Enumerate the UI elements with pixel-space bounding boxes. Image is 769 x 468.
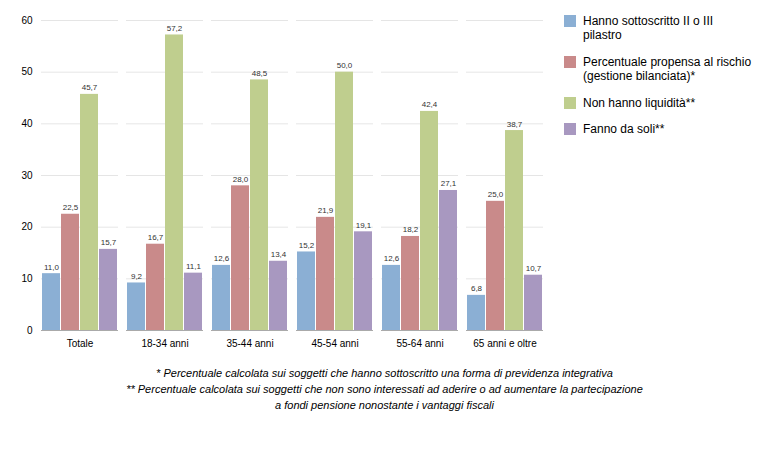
html-text:Percentuale propensa al rischi: Percentuale propensa al rischio (gestion… — [583, 54, 752, 84]
svg-text:40: 40 — [21, 118, 33, 129]
svg-text:50,0: 50,0 — [337, 61, 353, 70]
html-text:Fanno da soli**: Fanno da soli** — [583, 122, 665, 136]
html-text:Non hanno liquidità**: Non hanno liquidità** — [583, 95, 696, 110]
svg-text:25,0: 25,0 — [488, 190, 504, 199]
svg-text:Totale: Totale — [67, 338, 94, 349]
svg-text:60: 60 — [21, 15, 33, 26]
svg-text:35-44 anni: 35-44 anni — [226, 338, 273, 349]
html-text:Hanno sottoscritto II o III pi: Hanno sottoscritto II o III pilastro — [583, 14, 714, 43]
svg-text:13,4: 13,4 — [271, 250, 287, 259]
svg-text:19,1: 19,1 — [356, 221, 372, 230]
svg-text:45-54 anni: 45-54 anni — [311, 338, 358, 349]
svg-text:9,2: 9,2 — [131, 272, 143, 281]
svg-text:10,7: 10,7 — [526, 264, 542, 273]
svg-text:30: 30 — [21, 170, 33, 181]
svg-text:12,6: 12,6 — [384, 254, 400, 263]
svg-text:42,4: 42,4 — [422, 100, 438, 109]
html-text:* Percentuale calcolata sui so: * Percentuale calcolata sui soggetti che… — [156, 367, 613, 379]
svg-text:57,2: 57,2 — [167, 24, 183, 33]
svg-text:45,7: 45,7 — [82, 83, 98, 92]
svg-text:15,2: 15,2 — [299, 241, 315, 250]
svg-text:10: 10 — [21, 273, 33, 284]
svg-text:50: 50 — [21, 66, 33, 77]
svg-text:15,7: 15,7 — [101, 238, 117, 247]
svg-text:12,6: 12,6 — [214, 254, 230, 263]
html-text:a fondi pensione nonostante i: a fondi pensione nonostante i vantaggi f… — [275, 398, 494, 411]
svg-text:11,1: 11,1 — [186, 262, 202, 271]
svg-text:18-34 anni: 18-34 anni — [141, 338, 188, 349]
html-text:** Percentuale calcolata sui s: ** Percentuale calcolata sui soggetti ch… — [126, 382, 643, 395]
svg-text:20: 20 — [21, 221, 33, 232]
svg-text:48,5: 48,5 — [252, 69, 268, 78]
svg-text:55-64 anni: 55-64 anni — [396, 338, 443, 349]
svg-text:27,1: 27,1 — [441, 179, 457, 188]
svg-text:38,7: 38,7 — [507, 120, 523, 129]
svg-text:16,7: 16,7 — [148, 233, 164, 242]
svg-text:21,9: 21,9 — [318, 206, 334, 215]
svg-text:65 anni e oltre: 65 anni e oltre — [473, 338, 537, 349]
svg-text:11,0: 11,0 — [44, 263, 60, 272]
svg-text:18,2: 18,2 — [403, 225, 419, 234]
svg-text:6,8: 6,8 — [471, 284, 483, 293]
svg-text:0: 0 — [27, 325, 33, 336]
svg-text:22,5: 22,5 — [63, 203, 79, 212]
svg-text:28,0: 28,0 — [233, 175, 249, 184]
